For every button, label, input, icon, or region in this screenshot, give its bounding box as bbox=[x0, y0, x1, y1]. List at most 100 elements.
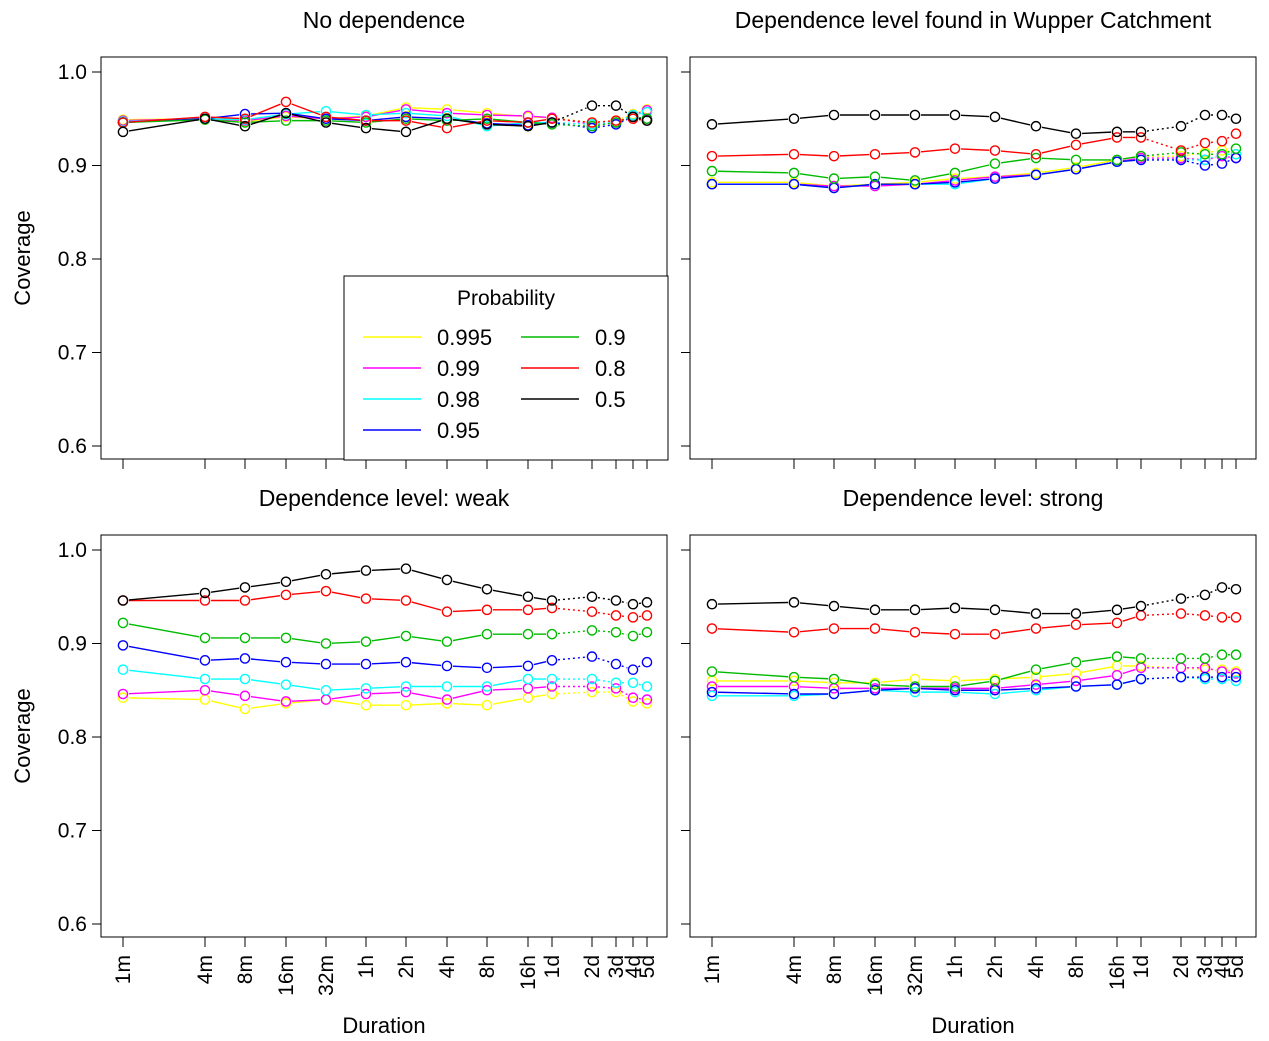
series-line-segment bbox=[492, 679, 523, 687]
legend: Probability 0.995 0.99 0.98 0.95 0.9 0.8 0.5 bbox=[343, 275, 669, 461]
series-line-segment bbox=[557, 691, 587, 695]
data-point bbox=[586, 120, 598, 132]
data-point bbox=[1230, 583, 1242, 595]
series-line-segment bbox=[717, 671, 789, 678]
data-point bbox=[400, 595, 412, 606]
data-point bbox=[1111, 679, 1123, 690]
series-line-segment bbox=[638, 683, 642, 686]
series-line-segment bbox=[411, 636, 442, 642]
data-point bbox=[1230, 668, 1242, 679]
data-point bbox=[239, 673, 251, 685]
data-point bbox=[1216, 148, 1228, 160]
data-point bbox=[1030, 679, 1042, 690]
series-line-segment bbox=[839, 690, 870, 695]
panel-title-no-dependence: No dependence bbox=[303, 7, 465, 33]
series-line-segment bbox=[1227, 150, 1231, 153]
series-line-segment bbox=[1122, 656, 1136, 659]
series-line-segment bbox=[250, 703, 281, 709]
data-point bbox=[320, 111, 332, 123]
series-line-segment bbox=[492, 665, 523, 669]
data-point bbox=[441, 636, 453, 647]
data-point bbox=[1216, 582, 1228, 593]
data-point bbox=[641, 681, 653, 692]
series-line-segment bbox=[411, 109, 442, 114]
series-line-segment bbox=[960, 681, 990, 687]
data-point bbox=[1070, 619, 1082, 631]
series-line-segment bbox=[621, 601, 628, 604]
series-line-segment bbox=[1081, 666, 1112, 674]
series-line-segment bbox=[880, 687, 910, 691]
data-point bbox=[1230, 671, 1242, 683]
data-point bbox=[610, 115, 622, 126]
series-line-segment bbox=[291, 661, 321, 665]
data-point bbox=[360, 593, 372, 604]
x-tick-label: 4m bbox=[783, 955, 806, 984]
series-line-segment bbox=[557, 607, 587, 612]
series-line-segment bbox=[1226, 135, 1232, 139]
x-tick-label: 2h bbox=[395, 955, 418, 978]
series-line-segment bbox=[250, 120, 281, 123]
series-line-segment bbox=[492, 120, 523, 123]
series-line-segment bbox=[291, 113, 321, 119]
series-line-segment bbox=[799, 173, 829, 179]
data-point bbox=[1030, 664, 1042, 675]
data-point bbox=[239, 690, 251, 702]
x-tick-label: 4d bbox=[1211, 955, 1234, 978]
x-tick-label: 4m bbox=[194, 955, 217, 984]
legend-label: 0.98 bbox=[437, 387, 480, 412]
plot-frame bbox=[689, 534, 1257, 938]
series-line-segment bbox=[1210, 155, 1217, 159]
data-point bbox=[481, 604, 493, 616]
data-point bbox=[949, 602, 961, 614]
series-0.98 bbox=[706, 148, 1242, 194]
data-point bbox=[199, 655, 211, 666]
legend-label: 0.95 bbox=[437, 418, 480, 443]
data-point bbox=[641, 597, 653, 608]
data-point bbox=[1175, 120, 1187, 132]
series-line-segment bbox=[557, 630, 587, 635]
series-0.8 bbox=[117, 96, 653, 134]
series-line-segment bbox=[557, 122, 587, 125]
data-point bbox=[546, 628, 558, 640]
series-line-segment bbox=[621, 665, 628, 669]
data-point bbox=[1230, 113, 1242, 125]
series-line-segment bbox=[250, 695, 281, 702]
series-line-segment bbox=[1000, 117, 1031, 126]
series-line-segment bbox=[1146, 126, 1176, 132]
y-tick-label: 0.8 bbox=[58, 248, 87, 271]
data-point bbox=[1216, 109, 1228, 121]
data-point bbox=[627, 692, 639, 704]
y-axis-label-bottom: Coverage bbox=[10, 688, 35, 783]
series-line-segment bbox=[128, 119, 200, 132]
series-line-segment bbox=[1122, 156, 1136, 160]
series-line-segment bbox=[1186, 595, 1200, 599]
data-point bbox=[627, 612, 639, 623]
legend-item: 0.9 bbox=[521, 325, 626, 350]
series-0.995 bbox=[117, 102, 653, 128]
series-line-segment bbox=[1186, 676, 1200, 680]
series-line-segment bbox=[371, 127, 401, 132]
data-point bbox=[909, 604, 921, 616]
x-tick-label: 16h bbox=[1106, 955, 1129, 990]
series-line-segment bbox=[492, 114, 523, 117]
data-point bbox=[949, 628, 961, 640]
series-line-segment bbox=[717, 170, 789, 174]
series-line-segment bbox=[452, 702, 482, 706]
data-point bbox=[522, 683, 534, 694]
data-point bbox=[1175, 608, 1187, 619]
data-point bbox=[1135, 150, 1147, 162]
series-line-segment bbox=[920, 678, 950, 682]
series-line-segment bbox=[717, 628, 789, 633]
series-line-segment bbox=[799, 602, 829, 607]
data-point bbox=[1111, 660, 1123, 672]
data-point bbox=[1199, 137, 1211, 149]
data-point bbox=[869, 623, 881, 634]
data-point bbox=[828, 173, 840, 184]
data-point bbox=[869, 171, 881, 183]
data-point bbox=[949, 681, 961, 692]
data-point bbox=[199, 694, 211, 705]
data-point bbox=[481, 684, 493, 696]
legend-item: 0.95 bbox=[363, 418, 480, 443]
data-point bbox=[586, 100, 598, 111]
series-line-segment bbox=[411, 118, 442, 122]
